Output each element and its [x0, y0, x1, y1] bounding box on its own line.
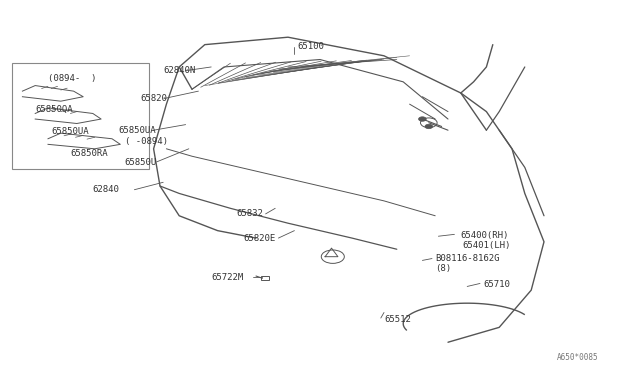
- Text: (0894-  ): (0894- ): [48, 74, 97, 83]
- Text: 65710: 65710: [483, 280, 510, 289]
- Text: 65820E: 65820E: [243, 234, 275, 243]
- Text: 65850QA: 65850QA: [35, 105, 73, 114]
- Text: 65722M: 65722M: [211, 273, 243, 282]
- Text: 65400(RH): 65400(RH): [461, 231, 509, 240]
- Text: 62840N: 62840N: [163, 66, 195, 75]
- Text: ( -0894): ( -0894): [125, 137, 168, 146]
- Text: 65401(LH): 65401(LH): [462, 241, 511, 250]
- Text: A650*0085: A650*0085: [557, 353, 598, 362]
- Text: 65100: 65100: [298, 42, 324, 51]
- Circle shape: [419, 117, 426, 121]
- Text: 65512: 65512: [384, 315, 411, 324]
- Circle shape: [425, 124, 433, 129]
- Bar: [261, 276, 269, 280]
- Text: 65850RA: 65850RA: [70, 149, 108, 158]
- Bar: [12, 63, 149, 169]
- Text: 65850UA: 65850UA: [118, 126, 156, 135]
- Text: 65832: 65832: [237, 209, 264, 218]
- Text: 65850U: 65850U: [125, 158, 157, 167]
- Text: 62840: 62840: [93, 185, 120, 194]
- Text: 65820: 65820: [141, 94, 168, 103]
- Text: B08116-8162G: B08116-8162G: [435, 254, 500, 263]
- Text: (8): (8): [435, 264, 451, 273]
- Text: 65850UA: 65850UA: [51, 127, 89, 136]
